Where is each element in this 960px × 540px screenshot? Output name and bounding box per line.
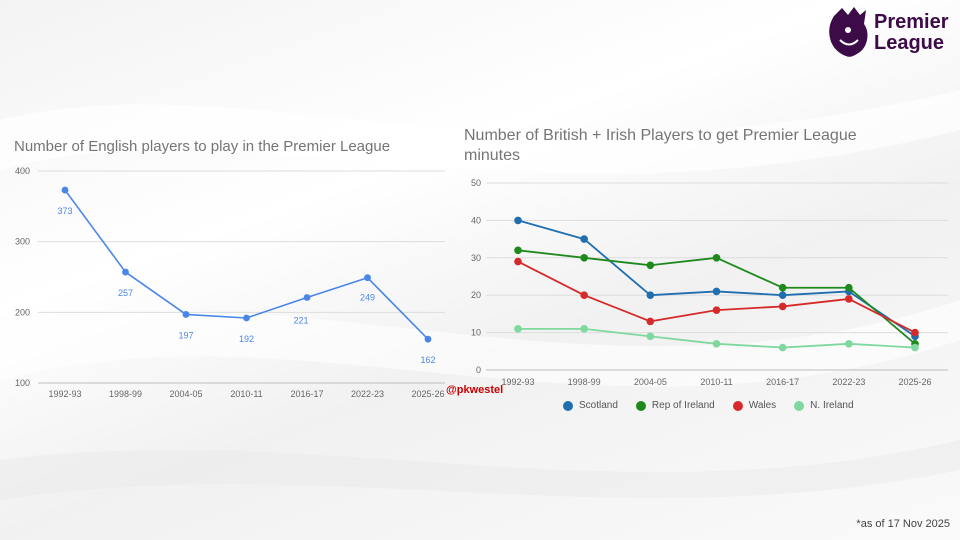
data-point-wales: [845, 295, 853, 303]
legend-marker: [635, 400, 646, 411]
chart2-legend: Scotland Rep of Ireland Wales N. Ireland: [563, 400, 854, 411]
data-point-wales: [778, 302, 787, 311]
series-line-scotland: [517, 219, 916, 338]
data-point-scotland: [514, 216, 522, 225]
legend-marker: [794, 400, 805, 411]
x-tick-label: 2025-26: [411, 389, 444, 399]
brand-name-line2: League: [874, 32, 945, 54]
y-tick-label: 20: [471, 290, 481, 300]
data-point-rep-of-ireland: [646, 261, 655, 270]
y-tick-label: 100: [15, 378, 30, 388]
data-point-n-ireland: [845, 340, 853, 348]
premier-league-logo: Premier League: [826, 6, 956, 62]
y-tick-label: 200: [15, 307, 30, 317]
data-point-scotland: [778, 291, 787, 300]
legend-marker: [732, 400, 743, 411]
x-tick-label: 1998-99: [568, 377, 601, 387]
legend-item-wales: Wales: [732, 400, 777, 411]
data-point-english-players: [424, 335, 432, 343]
data-label: 249: [360, 293, 375, 303]
footnote: *as of 17 Nov 2025: [856, 518, 950, 530]
lion-icon: [829, 7, 868, 57]
y-tick-label: 300: [15, 237, 30, 247]
data-point-n-ireland: [580, 325, 588, 333]
x-tick-label: 2010-11: [230, 389, 262, 399]
author-credit: @pkwestel: [446, 384, 504, 396]
y-tick-label: 30: [471, 253, 481, 263]
data-point-wales: [646, 317, 655, 326]
y-tick-label: 10: [471, 328, 481, 338]
x-tick-label: 2004-05: [634, 377, 667, 387]
data-point-n-ireland: [646, 332, 655, 341]
x-tick-label: 2016-17: [290, 389, 323, 399]
data-point-english-players: [303, 294, 311, 301]
data-point-wales: [580, 291, 588, 300]
x-tick-label: 2010-11: [700, 377, 732, 387]
data-point-rep-of-ireland: [580, 253, 588, 262]
x-tick-label: 2022-23: [351, 389, 384, 399]
x-tick-label: 1992-93: [48, 389, 81, 399]
data-point-scotland: [580, 235, 588, 243]
data-label: 192: [239, 334, 254, 344]
data-point-rep-of-ireland: [845, 283, 853, 292]
y-tick-label: 40: [471, 215, 481, 225]
data-point-scotland: [712, 287, 721, 296]
series-line-wales: [517, 260, 916, 334]
data-point-english-players: [61, 186, 69, 194]
legend-item-n-ireland: N. Ireland: [794, 400, 854, 411]
data-point-wales: [514, 257, 522, 266]
data-point-english-players: [122, 268, 129, 276]
data-point-wales: [712, 306, 721, 314]
legend-label: Scotland: [579, 400, 618, 411]
data-point-rep-of-ireland: [514, 246, 522, 255]
data-label: 162: [420, 355, 435, 365]
data-point-english-players: [182, 311, 190, 318]
legend-label: N. Ireland: [810, 400, 854, 411]
legend-item-scotland: Scotland: [563, 400, 618, 411]
x-tick-label: 2016-17: [766, 377, 799, 387]
y-tick-label: 50: [471, 178, 481, 188]
data-point-n-ireland: [778, 343, 787, 352]
x-tick-label: 2022-23: [832, 377, 865, 387]
data-point-rep-of-ireland: [778, 283, 787, 292]
y-tick-label: 0: [476, 365, 481, 375]
brand-name-line1: Premier: [874, 11, 949, 33]
data-point-n-ireland: [911, 343, 919, 352]
data-label: 221: [293, 315, 308, 325]
x-tick-label: 2025-26: [898, 377, 931, 387]
legend-label: Rep of Ireland: [651, 400, 715, 411]
x-tick-label: 1992-93: [501, 377, 534, 387]
x-tick-label: 1998-99: [109, 389, 142, 399]
data-label: 257: [118, 288, 133, 298]
data-label: 197: [178, 330, 193, 340]
chart1-title: Number of English players to play in the…: [14, 138, 391, 155]
x-tick-label: 2004-05: [169, 389, 202, 399]
data-point-english-players: [243, 314, 250, 322]
data-point-n-ireland: [514, 325, 522, 333]
legend-label: Wales: [748, 400, 777, 411]
data-label: 373: [57, 206, 72, 216]
data-point-wales: [911, 328, 919, 337]
series-line-rep-of-ireland: [517, 249, 916, 345]
data-point-scotland: [646, 291, 655, 300]
y-tick-label: 400: [15, 166, 30, 176]
legend-item-rep-of-ireland: Rep of Ireland: [635, 400, 715, 411]
data-point-rep-of-ireland: [712, 253, 721, 262]
chart2-title: Number of British + Irish Players to get…: [464, 127, 857, 164]
legend-marker: [563, 400, 573, 411]
data-point-n-ireland: [712, 340, 721, 348]
data-point-english-players: [364, 274, 371, 282]
